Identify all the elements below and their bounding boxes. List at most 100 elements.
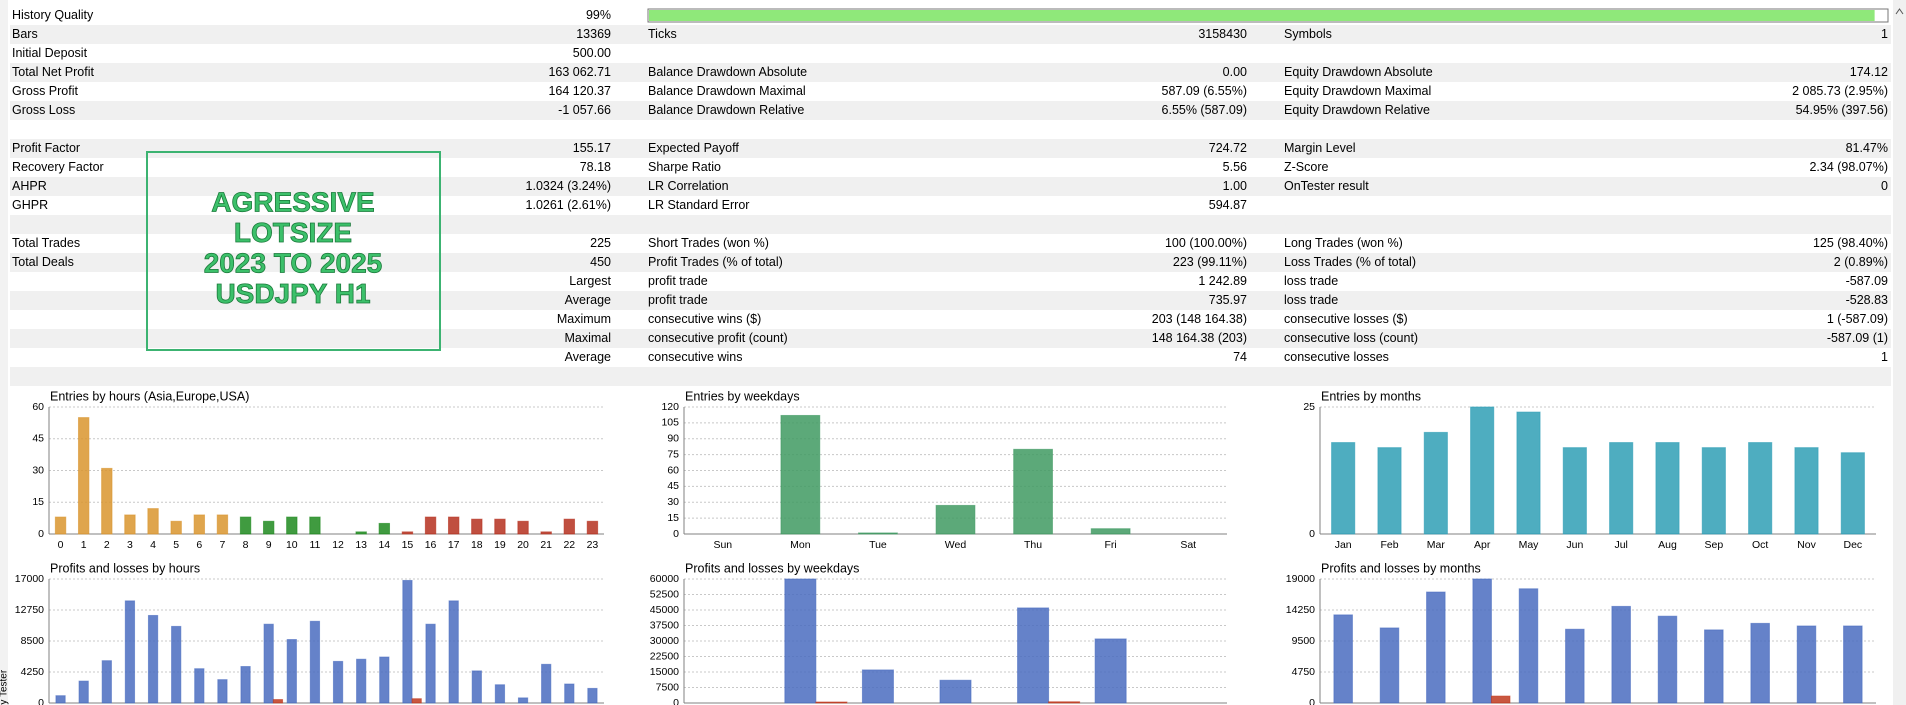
metric-name: Long Trades (won %) [1284,236,1403,250]
bar [1840,452,1865,535]
scroll-up[interactable] [1895,8,1904,15]
metric-value: 164 120.37 [548,84,611,98]
y-tick-label: 120 [661,401,679,413]
bar [517,697,529,704]
metric-value: 74 [1233,350,1247,364]
metric-name: consecutive losses ($) [1284,312,1408,326]
metric-value: 500.00 [573,46,611,60]
bar [1470,406,1495,535]
bar [1472,578,1492,704]
x-tick-label: Feb [1380,539,1398,551]
bar [332,660,344,704]
y-tick-label: 0 [1309,697,1315,705]
bar [815,701,848,704]
y-tick-label: 0 [673,528,679,540]
bar [448,600,459,704]
metric-value: 594.87 [1209,198,1247,212]
bar [240,666,251,704]
chart-title: Entries by months [1321,389,1421,403]
metric-value: 148 164.38 (203) [1152,331,1247,345]
metric-value: 1.0324 (3.24%) [526,179,611,193]
bar [379,656,390,704]
y-tick-label: 90 [667,433,679,445]
row-background [10,82,1891,101]
x-tick-label: 5 [173,539,179,551]
metric-name: profit trade [648,274,708,288]
x-tick-label: 12 [332,539,344,551]
bar [425,623,436,704]
metric-value: 450 [590,255,611,269]
bar [147,508,159,535]
metric-name: Equity Drawdown Absolute [1284,65,1433,79]
x-tick-label: 18 [471,539,483,551]
metric-value: 54.95% (397.56) [1796,103,1888,117]
x-tick-label: 2 [104,539,110,551]
row-background [10,158,1891,177]
x-tick-label: 23 [587,539,599,551]
metric-value: 223 (99.11%) [1173,255,1247,269]
bar [939,679,972,704]
chart-title: Profits and losses by hours [50,561,200,575]
y-tick-label: 75 [667,448,679,460]
bar [1094,638,1127,704]
metric-name: Loss Trades (% of total) [1284,255,1416,269]
metric-name: Balance Drawdown Absolute [648,65,807,79]
metric-value: 203 (148 164.38) [1152,312,1247,326]
metric-name: AHPR [12,179,47,193]
metric-value: 0.00 [1223,65,1247,79]
annotation-line: 2023 TO 2025 [204,247,383,278]
metric-value: 163 062.71 [548,65,611,79]
metric-name: profit trade [648,293,708,307]
y-tick-label: 12750 [15,604,44,616]
bar [1490,695,1511,704]
metric-name: Ticks [648,27,677,41]
y-tick-label: 0 [1309,528,1315,540]
left-strip [0,0,8,705]
x-tick-label: Wed [945,539,967,551]
x-tick-label: 13 [355,539,367,551]
bar [540,531,552,535]
metric-name: OnTester result [1284,179,1369,193]
row-background [10,25,1891,44]
metric-name: consecutive profit (count) [648,331,788,345]
x-tick-label: 16 [425,539,437,551]
x-tick-label: Jun [1566,539,1583,551]
y-tick-label: 15 [32,496,44,508]
y-tick-label: 45000 [650,604,679,616]
bar [424,516,437,535]
bar [517,520,529,535]
metric-name: consecutive wins ($) [648,312,761,326]
metric-name: Bars [12,27,38,41]
bar [1655,442,1680,535]
y-tick-label: 9500 [1292,635,1316,647]
bar [101,467,113,535]
metric-name: Balance Drawdown Maximal [648,84,806,98]
bar [286,516,298,535]
metric-value: 2 085.73 (2.95%) [1792,84,1888,98]
x-tick-label: 20 [517,539,529,551]
y-tick-label: 37500 [650,619,679,631]
x-tick-label: 10 [286,539,298,551]
chart-title: Entries by hours (Asia,Europe,USA) [50,389,249,403]
metric-name: Z-Score [1284,160,1329,174]
x-tick-label: 7 [220,539,226,551]
x-tick-label: Jan [1335,539,1352,551]
metric-name: LR Correlation [648,179,729,193]
metric-name: Equity Drawdown Maximal [1284,84,1431,98]
x-tick-label: 8 [243,539,249,551]
bar [309,516,321,535]
row-background [10,234,1891,253]
x-tick-label: Apr [1474,539,1491,551]
bar [935,504,976,535]
bar [272,699,284,704]
metric-name: Symbols [1284,27,1332,41]
bar [1796,625,1817,704]
metric-value: Maximum [557,312,611,326]
y-tick-label: 60 [32,401,44,413]
metric-name: Sharpe Ratio [648,160,721,174]
bar [1377,447,1402,535]
bar [471,518,483,535]
bar [217,679,228,704]
metric-value: 1.0261 (2.61%) [526,198,611,212]
scrollbar[interactable] [1893,0,1906,705]
